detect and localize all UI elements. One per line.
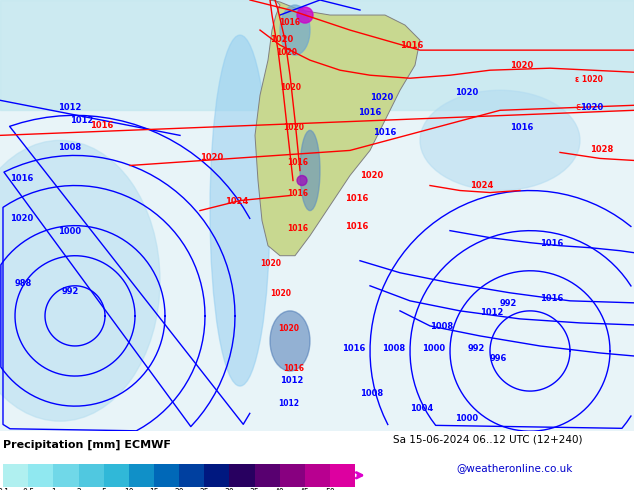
Bar [0,0,634,110]
Bar [29,464,53,487]
Text: 20: 20 [174,488,184,490]
Text: 10: 10 [124,488,134,490]
Text: 1016: 1016 [283,364,304,373]
Text: 1012: 1012 [430,0,453,2]
Text: 1020: 1020 [510,61,533,70]
Text: 1020: 1020 [10,214,33,222]
Bar [230,464,254,487]
Text: 50: 50 [325,488,335,490]
Bar [254,464,280,487]
Text: 0.1: 0.1 [0,488,9,490]
Text: 1020: 1020 [270,289,291,298]
Text: 0.5: 0.5 [22,488,34,490]
Text: 1016: 1016 [358,108,382,117]
Text: @weatheronline.co.uk: @weatheronline.co.uk [456,464,573,473]
Circle shape [297,7,313,23]
Bar [129,464,154,487]
Text: 1020: 1020 [280,83,301,92]
Text: 1028: 1028 [590,146,613,154]
Text: 5: 5 [101,488,106,490]
Text: 992: 992 [500,299,517,308]
Text: 1000: 1000 [58,227,82,236]
Text: ε: ε [575,102,580,112]
Text: 1024: 1024 [225,196,249,206]
Text: 1016: 1016 [510,123,533,132]
Text: 1012: 1012 [480,308,503,317]
Text: 1020: 1020 [260,259,281,268]
Text: 1016: 1016 [287,189,308,197]
Text: 1020: 1020 [276,48,297,57]
Text: 1000: 1000 [455,414,478,423]
Bar [280,464,305,487]
Ellipse shape [280,5,310,55]
Bar [204,464,230,487]
Text: 35: 35 [250,488,259,490]
Text: 1008: 1008 [360,389,383,398]
Text: 1008: 1008 [58,144,82,152]
Text: 1016: 1016 [345,194,368,202]
Text: 25: 25 [200,488,209,490]
Text: 996: 996 [490,354,507,363]
Bar [104,464,129,487]
Text: 1016: 1016 [540,294,564,303]
Text: 1012: 1012 [315,0,339,2]
Text: 30: 30 [224,488,234,490]
Bar [53,464,79,487]
Text: 1008: 1008 [430,322,453,331]
Text: 1020: 1020 [370,93,393,102]
Text: 1016: 1016 [90,122,113,130]
Text: 1016: 1016 [373,128,396,137]
Ellipse shape [270,311,310,371]
Text: 1012: 1012 [70,116,93,125]
Text: 1016: 1016 [400,41,424,50]
Text: 2: 2 [76,488,81,490]
Text: 1024: 1024 [470,180,493,190]
Text: ε 1020: ε 1020 [575,75,603,84]
Polygon shape [255,0,420,256]
Text: 1020: 1020 [360,172,383,180]
Text: Sa 15-06-2024 06..12 UTC (12+240): Sa 15-06-2024 06..12 UTC (12+240) [393,434,583,444]
Text: 1016: 1016 [342,344,365,353]
Text: 988: 988 [15,279,32,288]
Text: 992: 992 [61,287,79,296]
Text: 1008: 1008 [382,344,405,353]
Ellipse shape [420,90,580,191]
Text: 1020: 1020 [580,103,603,112]
Text: 1020: 1020 [455,88,478,98]
Text: 40: 40 [275,488,285,490]
Text: 992: 992 [468,344,485,353]
Text: 1016: 1016 [345,221,368,231]
Text: 1020: 1020 [270,35,294,44]
Text: 1012: 1012 [58,103,82,112]
Text: 1016: 1016 [287,223,308,233]
Text: 1000: 1000 [422,344,445,353]
Circle shape [297,175,307,186]
Text: 1016: 1016 [540,239,564,247]
Ellipse shape [0,141,160,421]
Text: 1020: 1020 [283,123,304,132]
Text: 1016: 1016 [279,18,300,27]
Text: 45: 45 [300,488,309,490]
Ellipse shape [300,130,320,211]
Text: 1004: 1004 [410,404,433,413]
Text: Precipitation [mm] ECMWF: Precipitation [mm] ECMWF [3,440,171,450]
Bar [3,464,29,487]
Text: 1: 1 [51,488,56,490]
Bar [305,464,330,487]
Text: 1020: 1020 [200,153,223,163]
Text: 1020: 1020 [278,324,299,333]
Bar [154,464,179,487]
Text: 1012: 1012 [280,376,304,385]
Bar [330,464,355,487]
Text: 15: 15 [149,488,158,490]
Bar [79,464,104,487]
Bar [179,464,204,487]
Ellipse shape [210,35,270,386]
Text: 1016: 1016 [287,158,308,168]
Text: 1012: 1012 [278,399,299,408]
Text: 1016: 1016 [10,173,34,182]
